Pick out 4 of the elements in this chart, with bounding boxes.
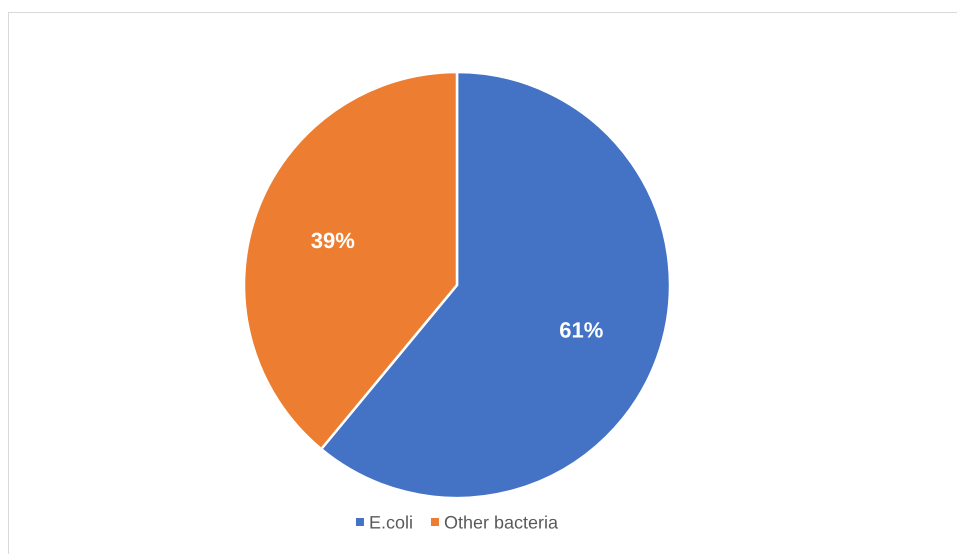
- data-label: 39%: [310, 228, 355, 253]
- data-label: 61%: [559, 317, 604, 342]
- legend-label: Other bacteria: [444, 512, 560, 532]
- legend-label: E.coli: [368, 512, 413, 532]
